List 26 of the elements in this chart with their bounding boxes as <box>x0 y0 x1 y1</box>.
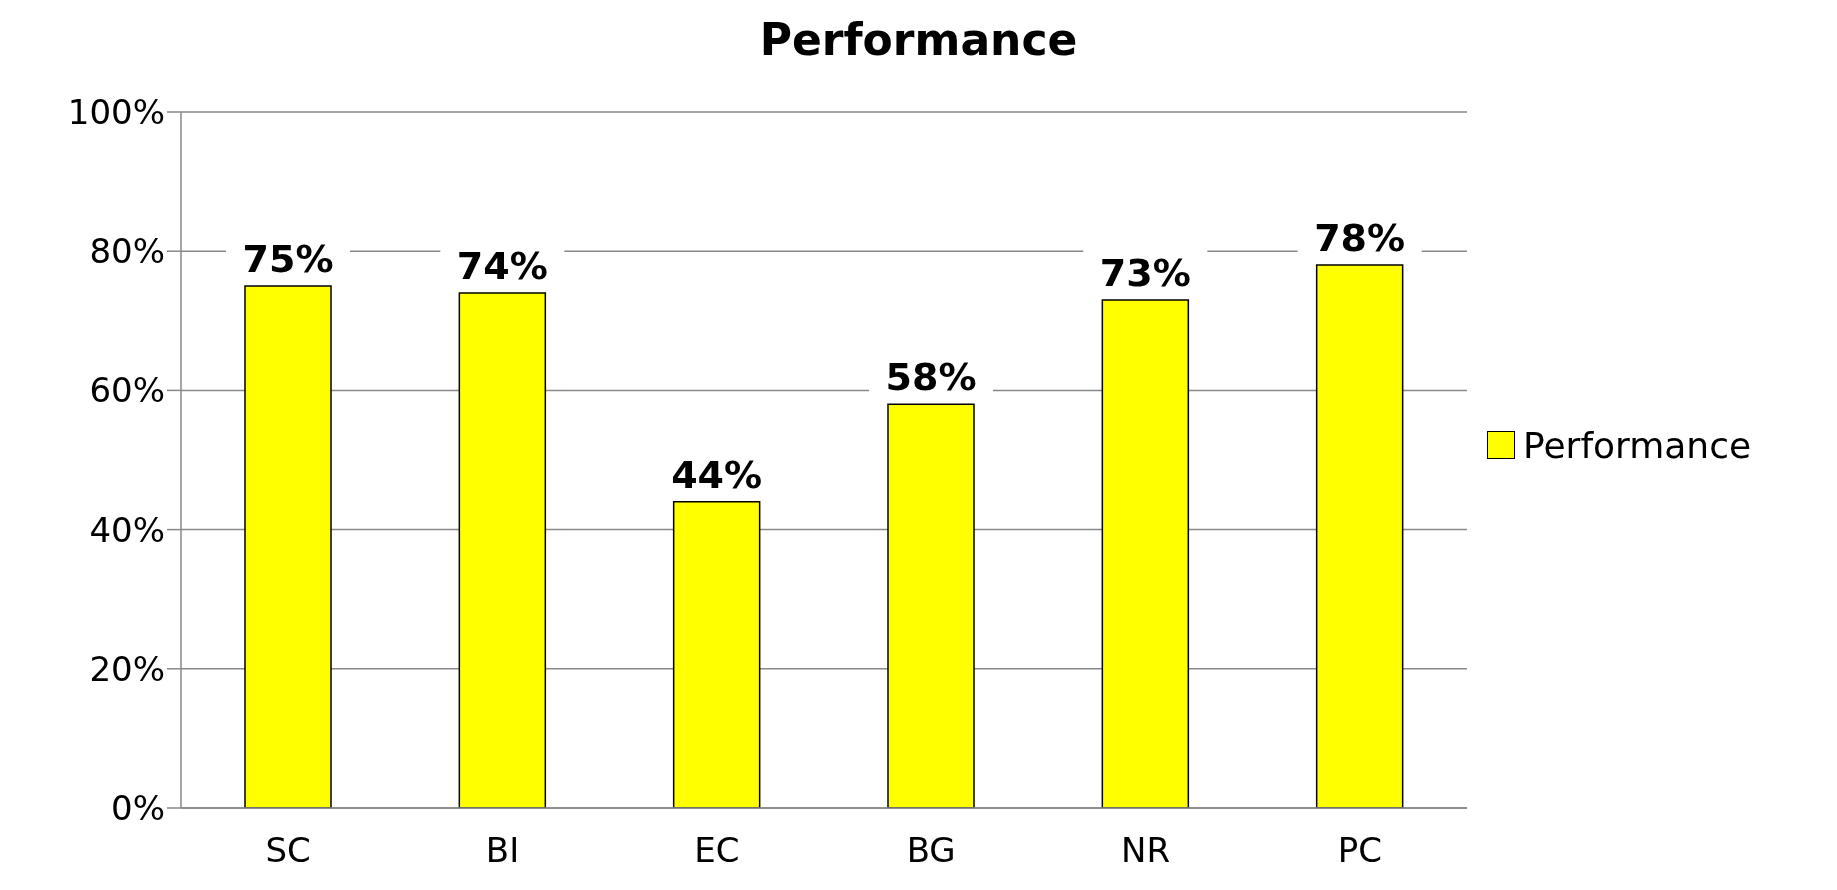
bar <box>1101 299 1190 808</box>
x-tick-label: EC <box>694 830 740 871</box>
bar <box>887 403 975 808</box>
legend-label: Performance <box>1523 424 1752 466</box>
x-tick-label: NR <box>1120 830 1171 871</box>
data-label: 58% <box>885 355 977 400</box>
x-tick-label: BI <box>485 830 520 871</box>
y-tick-label: 0% <box>111 788 165 829</box>
data-label: 75% <box>242 237 334 281</box>
y-tick-label: 80% <box>89 231 165 272</box>
x-tick-label: SC <box>265 830 311 871</box>
data-label: 44% <box>671 452 763 497</box>
y-tick-label: 20% <box>89 648 165 689</box>
x-tick-label: PC <box>1337 830 1382 871</box>
bar <box>458 292 547 808</box>
bar <box>1315 264 1404 808</box>
y-tick-label: 100% <box>67 92 165 133</box>
chart-title: Performance <box>758 14 1079 65</box>
data-label: 74% <box>456 243 548 288</box>
y-tick-label: 40% <box>89 509 165 550</box>
bar <box>244 285 332 808</box>
y-tick-label: 60% <box>89 370 165 411</box>
x-tick-label: BG <box>906 830 956 871</box>
data-label: 73% <box>1099 250 1191 295</box>
data-label: 78% <box>1314 216 1406 261</box>
bar <box>672 501 761 808</box>
